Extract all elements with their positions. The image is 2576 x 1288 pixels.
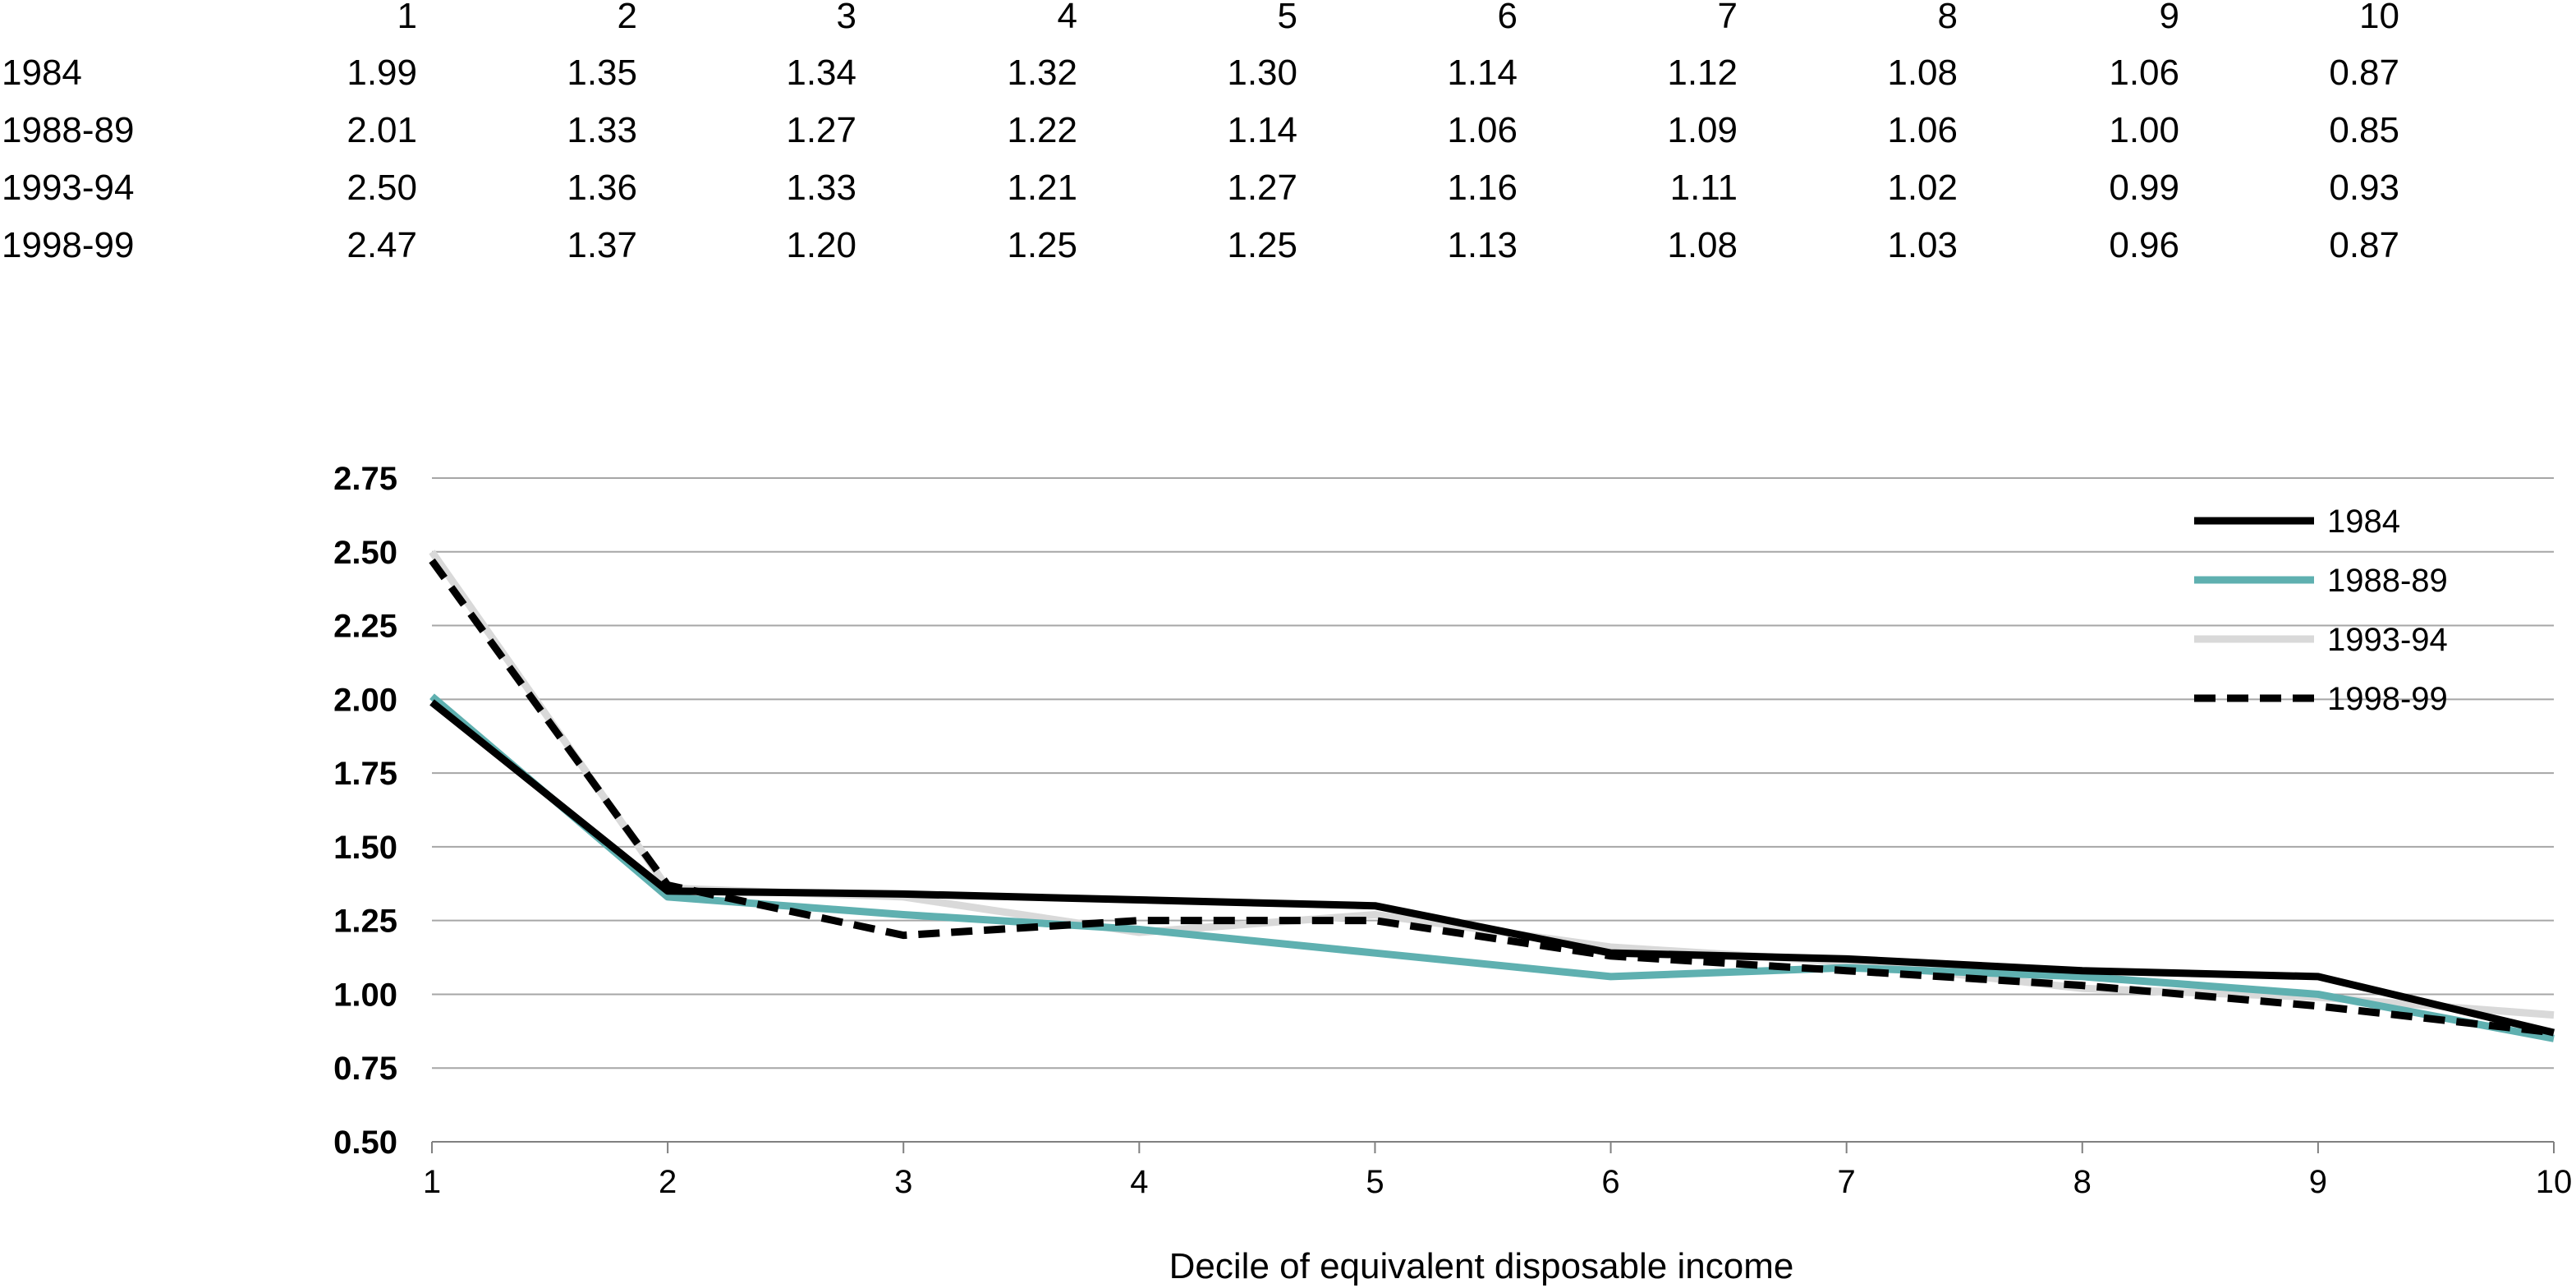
y-tick-label: 1.25: [333, 904, 397, 940]
table-cell: 0.87: [2329, 225, 2399, 265]
gridlines: [432, 477, 2554, 1070]
table-column-header: 5: [1277, 0, 1297, 36]
table-column-header: 3: [836, 0, 856, 36]
table-column-header: 7: [1717, 0, 1738, 36]
table-cell: 1.33: [567, 110, 637, 150]
table-column-header: 1: [397, 0, 417, 36]
table-cell: 1.08: [1667, 225, 1738, 265]
table-cell: 1.37: [567, 225, 637, 265]
x-tick-label: 8: [2073, 1164, 2092, 1200]
table-column-header: 4: [1057, 0, 1077, 36]
table-cell: 1.27: [786, 110, 856, 150]
table-cell: 2.01: [347, 110, 417, 150]
table-cell: 1.32: [1007, 53, 1077, 93]
table-row-label: 1984: [2, 53, 82, 93]
table-cell: 1.06: [1447, 110, 1518, 150]
y-tick-label: 1.75: [333, 756, 397, 792]
y-tick-label: 0.75: [333, 1051, 397, 1087]
x-tick-label: 1: [423, 1164, 441, 1200]
table-row-label: 1988-89: [2, 110, 135, 150]
x-tick-label: 10: [2536, 1164, 2573, 1200]
legend-label: 1984: [2327, 504, 2400, 540]
legend-label: 1993-94: [2327, 622, 2448, 658]
table-cell: 1.11: [1669, 168, 1738, 208]
x-tick-label: 2: [659, 1164, 677, 1200]
x-tick-label: 5: [1366, 1164, 1384, 1200]
series-line-1993-94: [429, 550, 2555, 1019]
y-tick-labels: 0.50 0.75 1.00 1.25 1.50 1.75 2.00 2.25 2.50 2.75: [333, 461, 397, 1161]
x-tick-label: 9: [2309, 1164, 2327, 1200]
table-cell: 1.06: [1887, 110, 1958, 150]
table-cell: 1.36: [567, 168, 637, 208]
y-tick-label: 2.75: [333, 461, 397, 497]
table-column-header: 6: [1497, 0, 1518, 36]
series-line-1984: [429, 699, 2555, 1037]
table-cell: 1.02: [1887, 168, 1958, 208]
table-cell: 1.25: [1007, 225, 1077, 265]
table-cell: 0.99: [2109, 168, 2179, 208]
table-cell: 1.99: [347, 53, 417, 93]
legend: 1984 1988-89 1993-94 1998-99: [2194, 504, 2448, 717]
table-cell: 1.30: [1227, 53, 1297, 93]
table-cell: 0.93: [2329, 168, 2399, 208]
table-cell: 1.08: [1887, 53, 1958, 93]
x-axis-title: Decile of equivalent disposable income: [1169, 1246, 1794, 1286]
table-cell: 1.34: [786, 53, 856, 93]
table-cell: 1.21: [1007, 168, 1077, 208]
y-tick-label: 2.00: [333, 682, 397, 718]
table-cell: 1.27: [1227, 168, 1297, 208]
table-cell: 1.03: [1887, 225, 1958, 265]
x-axis: [431, 1141, 2555, 1153]
table-column-header: 8: [1937, 0, 1958, 36]
legend-label: 1988-89: [2327, 563, 2448, 599]
table-cell: 1.25: [1227, 225, 1297, 265]
table-cell: 1.00: [2109, 110, 2179, 150]
table-cell: 1.14: [1447, 53, 1518, 93]
legend-label: 1998-99: [2327, 681, 2448, 717]
y-tick-label: 0.50: [333, 1125, 397, 1161]
table-row-label: 1998-99: [2, 225, 135, 265]
table-cell: 1.09: [1667, 110, 1738, 150]
x-tick-label: 4: [1130, 1164, 1148, 1200]
table-cell: 2.50: [347, 168, 417, 208]
y-tick-label: 1.00: [333, 977, 397, 1013]
y-tick-label: 1.50: [333, 830, 397, 866]
table-cell: 1.12: [1667, 53, 1738, 93]
table-cell: 1.22: [1007, 110, 1077, 150]
table-cell: 1.14: [1227, 110, 1297, 150]
table-cell: 0.85: [2329, 110, 2399, 150]
table-cell: 1.33: [786, 168, 856, 208]
table-cell: 1.20: [786, 225, 856, 265]
y-tick-label: 2.50: [333, 535, 397, 571]
series-lines: [429, 550, 2555, 1042]
table-cell: 1.06: [2109, 53, 2179, 93]
table-column-header: 9: [2159, 0, 2179, 36]
table-cell: 1.35: [567, 53, 637, 93]
data-table: 1 2 3 4 5 6 7 8 9 10 1984 1.99 1.35 1.34 1.32 1.30 1.14 1…: [0, 0, 2576, 279]
x-tick-label: 7: [1838, 1164, 1856, 1200]
table-row-label: 1993-94: [2, 168, 135, 208]
table-cell: 0.96: [2109, 225, 2179, 265]
table-column-header: 10: [2359, 0, 2399, 36]
y-tick-label: 2.25: [333, 609, 397, 645]
table-cell: 0.87: [2329, 53, 2399, 93]
series-line-1988-89: [429, 693, 2555, 1042]
x-tick-label: 6: [1601, 1164, 1619, 1200]
x-tick-label: 3: [894, 1164, 912, 1200]
table-cell: 1.16: [1447, 168, 1518, 208]
x-tick-labels: 1 2 3 4 5 6 7 8 9 10: [423, 1164, 2572, 1200]
table-column-header: 2: [617, 0, 637, 36]
series-line-1998-99: [429, 558, 2555, 1037]
table-cell: 1.13: [1447, 225, 1518, 265]
table-cell: 2.47: [347, 225, 417, 265]
